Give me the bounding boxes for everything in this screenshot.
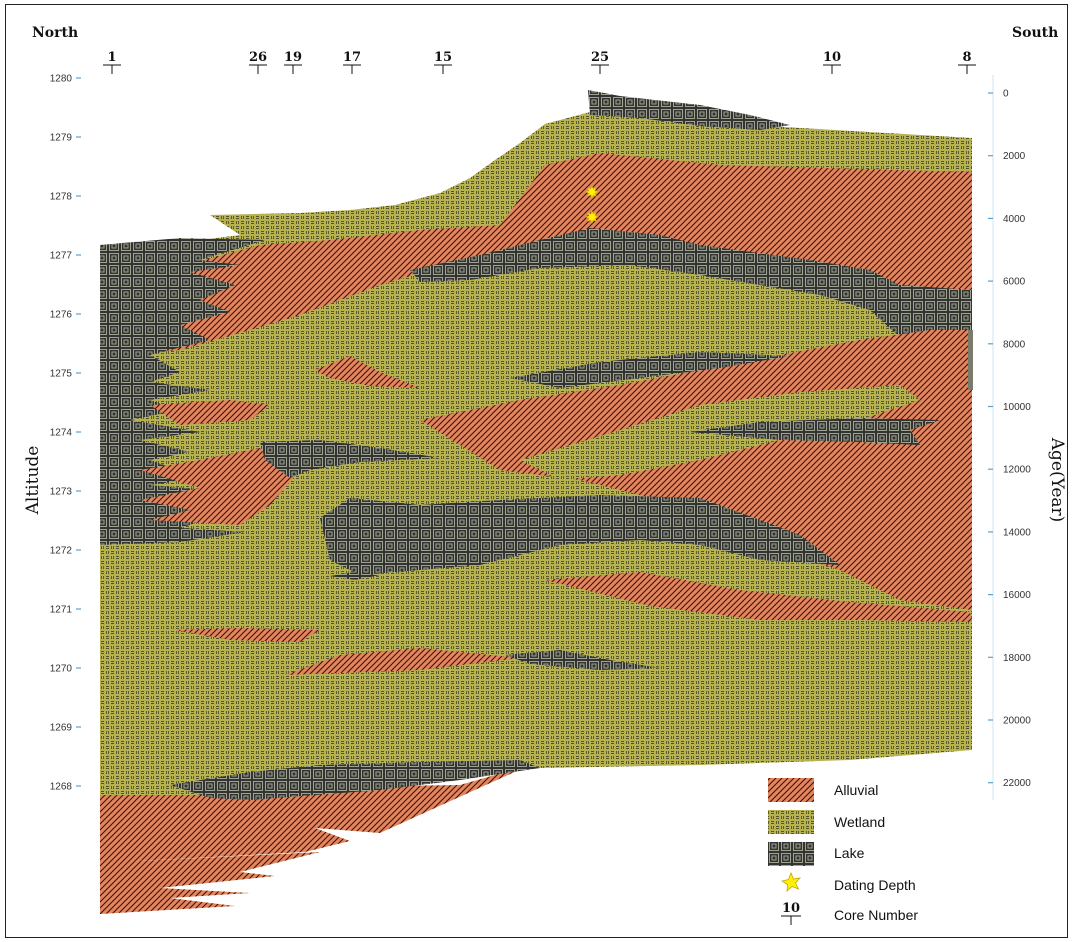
core-number-17: 17 (343, 50, 361, 65)
age-tick-label: 18000 (1003, 653, 1031, 664)
altitude-tick-label: 1271 (50, 605, 73, 616)
core-marker-8: 8 (958, 50, 976, 74)
altitude-tick-label: 1272 (50, 546, 73, 557)
legend-label-alluvial: Alluvial (834, 782, 878, 798)
alluvial-tongue-left-2 (140, 448, 300, 525)
age-tick-label: 10000 (1003, 402, 1031, 413)
age-tick-label: 14000 (1003, 527, 1031, 538)
legend-swatch-wetland (768, 810, 814, 834)
alluvial-base-layer (100, 765, 530, 914)
core-marker-17: 17 (343, 50, 361, 74)
dating-points (585, 185, 599, 224)
legend: Alluvial Wetland Lake Dating Depth 10 Co… (768, 778, 918, 925)
age-tick-label: 20000 (1003, 716, 1031, 727)
alluvial-upper-wedge (120, 153, 972, 355)
dating-depth-star-icon (585, 210, 599, 224)
core-number-1: 1 (107, 50, 116, 65)
age-tick-label: 6000 (1003, 277, 1026, 288)
alluvial-streak-lower-3 (285, 648, 520, 675)
age-axis-title: Age(Year) (1047, 437, 1067, 523)
legend-core-sample-number: 10 (782, 901, 800, 916)
core-marker-10: 10 (823, 50, 841, 74)
legend-dating-star-icon (780, 871, 802, 892)
altitude-axis: 1280 1279 1278 1277 1276 1275 1274 1273 1272 1271… (50, 74, 81, 793)
core-number-25: 25 (591, 50, 609, 65)
legend-label-dating: Dating Depth (834, 877, 916, 893)
altitude-tick-label: 1273 (50, 487, 73, 498)
south-label: South (1012, 25, 1058, 41)
right-edge-strip (968, 330, 973, 390)
dating-depth-star-icon (585, 185, 599, 199)
altitude-tick-label: 1275 (50, 369, 73, 380)
core-number-10: 10 (823, 50, 841, 65)
lake-lens-lower (505, 650, 660, 670)
age-tick-label: 16000 (1003, 590, 1031, 601)
lake-lens-mid-right (510, 352, 790, 388)
core-marker-1: 1 (103, 50, 121, 74)
altitude-tick-label: 1268 (50, 782, 73, 793)
altitude-tick-label: 1274 (50, 428, 73, 439)
age-tick-label: 12000 (1003, 465, 1031, 476)
altitude-tick-label: 1278 (50, 192, 73, 203)
legend-swatch-lake (768, 842, 814, 866)
altitude-tick-label: 1276 (50, 310, 73, 321)
lake-band-core-25 (410, 228, 972, 380)
legend-label-core: Core Number (834, 907, 918, 923)
lake-column-core-1 (100, 238, 265, 545)
core-number-26: 26 (249, 50, 267, 65)
altitude-tick-label: 1279 (50, 133, 73, 144)
core-number-8: 8 (962, 50, 971, 65)
core-markers: 1 26 19 17 15 25 10 8 (103, 50, 976, 74)
legend-label-wetland: Wetland (834, 814, 885, 830)
alluvial-streak-mid (315, 356, 420, 388)
alluvial-tongue-left-1 (150, 400, 270, 425)
core-marker-15: 15 (434, 50, 452, 74)
core-marker-26: 26 (249, 50, 267, 74)
altitude-tick-label: 1270 (50, 664, 73, 675)
age-tick-label: 8000 (1003, 339, 1026, 350)
core-marker-25: 25 (591, 50, 609, 74)
alluvial-streak-lower-2 (175, 628, 320, 642)
age-tick-label: 22000 (1003, 778, 1031, 789)
core-marker-19: 19 (284, 50, 302, 74)
core-number-19: 19 (284, 50, 302, 65)
age-tick-label: 0 (1003, 89, 1009, 100)
alluvial-streak-lower-1 (545, 572, 972, 622)
age-axis: 0 2000 4000 6000 8000 10000 12000 14000 16000 180… (988, 89, 1031, 789)
lake-lens-right (690, 418, 940, 445)
age-tick-label: 2000 (1003, 151, 1026, 162)
lake-lens-central (320, 495, 840, 575)
altitude-tick-label: 1280 (50, 74, 73, 85)
north-label: North (32, 25, 78, 41)
altitude-tick-label: 1269 (50, 723, 73, 734)
legend-swatch-alluvial (768, 778, 814, 802)
altitude-tick-label: 1277 (50, 251, 73, 262)
lake-pocket-core-19 (260, 440, 440, 478)
diagram-frame (5, 4, 1068, 938)
legend-label-lake: Lake (834, 845, 865, 861)
age-tick-label: 4000 (1003, 214, 1026, 225)
lake-streak-small (330, 572, 380, 580)
lake-band-bottom (170, 760, 540, 800)
core-number-15: 15 (434, 50, 452, 65)
section-layers (100, 90, 973, 914)
altitude-axis-title: Altitude (23, 446, 43, 516)
lake-cap-top (588, 90, 790, 130)
